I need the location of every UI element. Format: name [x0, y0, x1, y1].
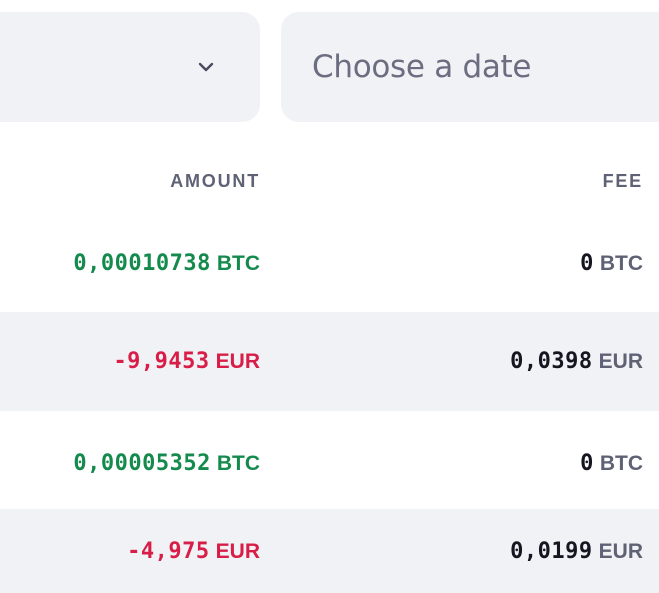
fee-value: 0,0398	[510, 349, 593, 374]
amount-cell: 0,00005352 BTC	[73, 451, 260, 476]
amount-currency: EUR	[215, 539, 260, 563]
filter-select[interactable]	[0, 12, 260, 122]
amount-value: 0,00005352	[73, 450, 211, 476]
amount-value: -9,9453	[113, 349, 210, 374]
amount-value: 0,00010738	[73, 250, 211, 276]
fee-cell: 0 BTC	[580, 451, 643, 476]
fee-cell: 0 BTC	[580, 251, 643, 276]
column-header-amount[interactable]: AMOUNT	[170, 171, 260, 191]
amount-currency: BTC	[216, 251, 260, 275]
fee-currency: EUR	[598, 350, 643, 373]
amount-cell: -4,975 EUR	[127, 539, 260, 564]
fee-cell: 0,0398 EUR	[510, 349, 643, 374]
amount-value: -4,975	[127, 538, 210, 564]
fee-value: 0	[580, 450, 594, 476]
table-row[interactable]: 0,00010738 BTC 0 BTC	[0, 238, 659, 288]
fee-value: 0	[580, 250, 594, 276]
fee-currency: EUR	[598, 539, 643, 563]
amount-cell: 0,00010738 BTC	[73, 251, 260, 276]
amount-currency: EUR	[215, 350, 260, 373]
table-row[interactable]: -9,9453 EUR 0,0398 EUR	[0, 312, 659, 411]
fee-currency: BTC	[599, 251, 643, 275]
chevron-down-icon[interactable]	[196, 57, 216, 77]
fee-value: 0,0199	[510, 538, 593, 564]
table-row[interactable]: -4,975 EUR 0,0199 EUR	[0, 509, 659, 593]
date-picker-input[interactable]: Choose a date	[281, 12, 659, 122]
amount-currency: BTC	[216, 451, 260, 475]
fee-cell: 0,0199 EUR	[510, 539, 643, 564]
column-header-fee[interactable]: FEE	[602, 171, 643, 191]
amount-cell: -9,9453 EUR	[113, 349, 260, 374]
date-placeholder: Choose a date	[312, 49, 532, 85]
fee-currency: BTC	[599, 451, 643, 475]
table-row[interactable]: 0,00005352 BTC 0 BTC	[0, 438, 659, 488]
